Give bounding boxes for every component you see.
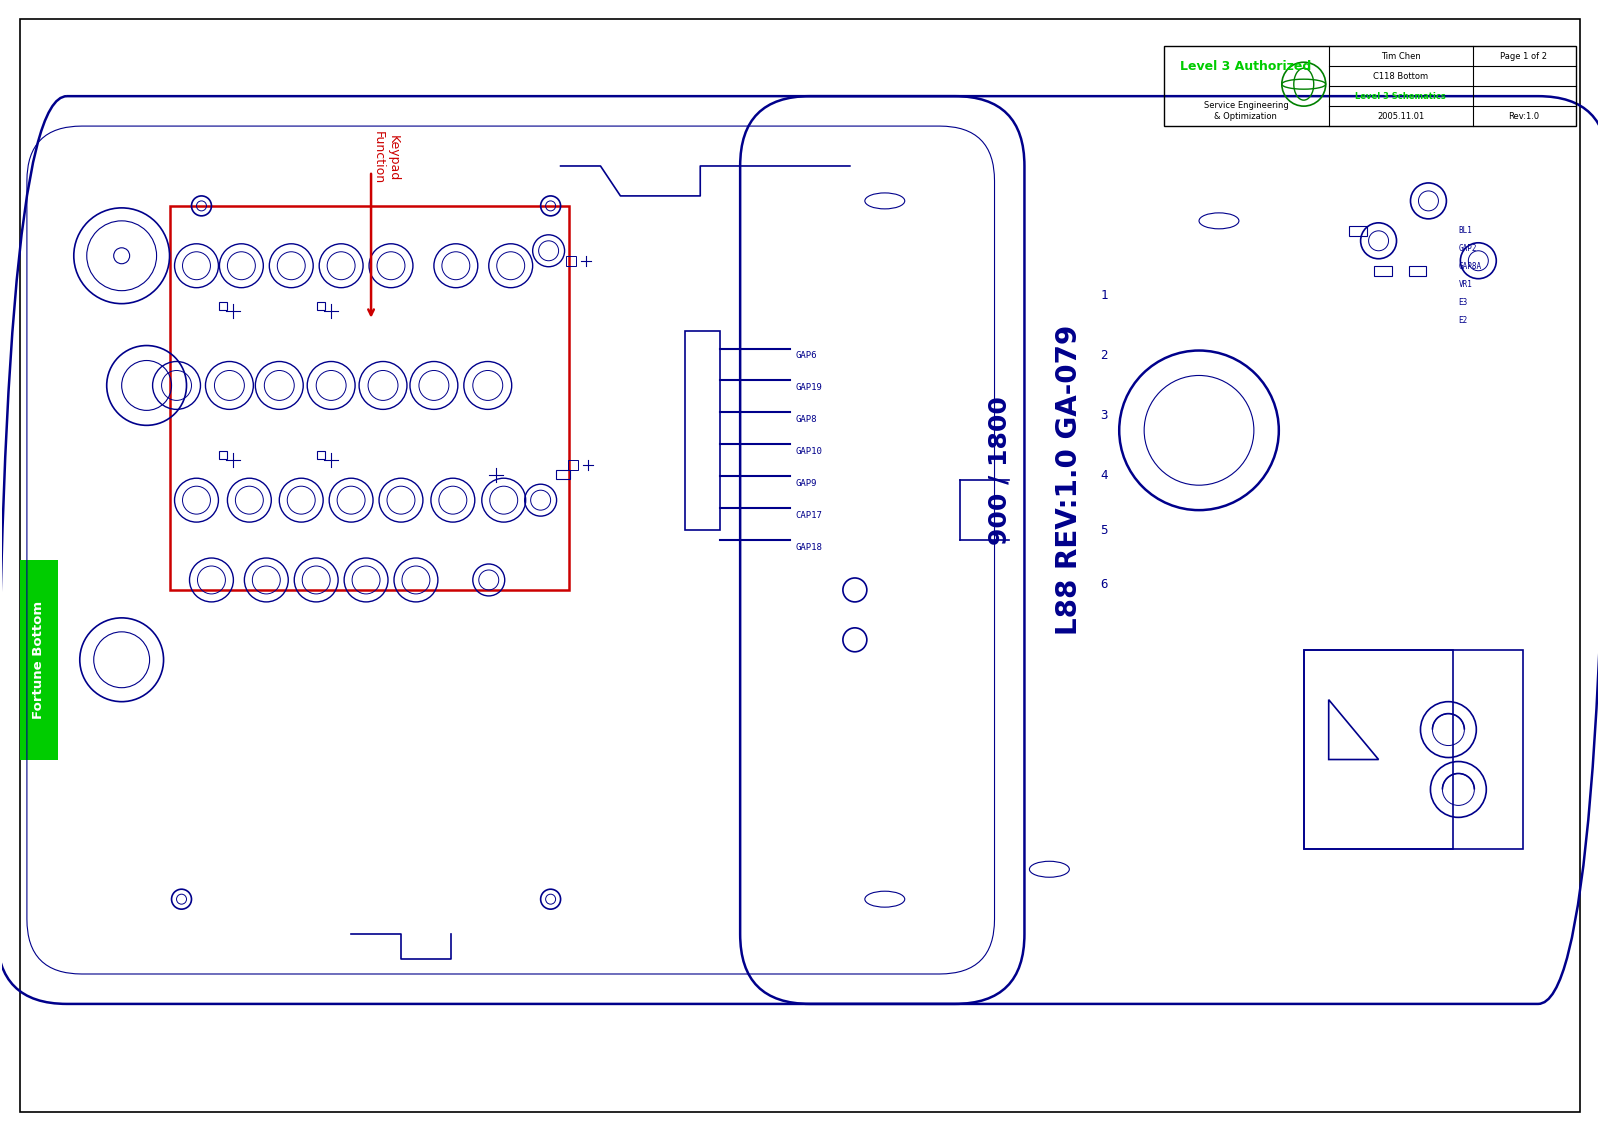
- Text: GAP8A: GAP8A: [1458, 262, 1482, 271]
- Text: Level 3 Schematics: Level 3 Schematics: [1355, 92, 1446, 101]
- Text: L88 REV:1.0 GA-079: L88 REV:1.0 GA-079: [1056, 325, 1083, 636]
- Text: E2: E2: [1458, 316, 1467, 325]
- Text: Level 3 Authorized: Level 3 Authorized: [1181, 60, 1312, 72]
- Bar: [565, 256, 576, 266]
- Text: GAP2: GAP2: [1458, 244, 1477, 253]
- Text: GAP6: GAP6: [795, 351, 816, 360]
- Text: Rev:1.0: Rev:1.0: [1507, 112, 1539, 121]
- Text: Keypad
Function: Keypad Function: [373, 131, 400, 184]
- Bar: [568, 460, 578, 470]
- Bar: [219, 302, 227, 310]
- Text: E3: E3: [1458, 299, 1467, 308]
- Text: CAP17: CAP17: [795, 510, 822, 519]
- Text: BL1: BL1: [1458, 226, 1472, 235]
- Bar: [19, 560, 58, 760]
- Text: GAP19: GAP19: [795, 383, 822, 392]
- Text: 1: 1: [1101, 290, 1109, 302]
- Text: 2005.11.01: 2005.11.01: [1378, 112, 1424, 121]
- Text: C118 Bottom: C118 Bottom: [1373, 71, 1429, 80]
- Text: 3: 3: [1101, 409, 1109, 422]
- Text: 4: 4: [1101, 468, 1109, 482]
- Bar: [555, 470, 570, 480]
- Text: Service Engineering
& Optimization: Service Engineering & Optimization: [1203, 102, 1288, 121]
- Text: 2: 2: [1101, 349, 1109, 362]
- Text: GAP9: GAP9: [795, 478, 816, 487]
- Text: Tim Chen: Tim Chen: [1381, 52, 1421, 61]
- Text: GAP8: GAP8: [795, 415, 816, 424]
- Bar: [1304, 650, 1523, 849]
- Bar: [1408, 266, 1427, 276]
- Text: 6: 6: [1101, 578, 1109, 592]
- Text: Fortune Bottom: Fortune Bottom: [32, 601, 45, 719]
- Text: 5: 5: [1101, 524, 1109, 536]
- Text: GAP10: GAP10: [795, 447, 822, 456]
- Bar: [219, 451, 227, 459]
- Bar: [1373, 266, 1392, 276]
- Bar: [317, 302, 325, 310]
- Text: GAP18: GAP18: [795, 543, 822, 552]
- Bar: [1304, 650, 1453, 849]
- Text: VR1: VR1: [1458, 280, 1472, 290]
- Text: 900 / 1800: 900 / 1800: [987, 396, 1011, 545]
- Text: Page 1 of 2: Page 1 of 2: [1499, 52, 1547, 61]
- Bar: [170, 206, 568, 590]
- Bar: [1165, 46, 1576, 126]
- Bar: [685, 330, 720, 530]
- Bar: [317, 451, 325, 459]
- Bar: [1349, 226, 1366, 235]
